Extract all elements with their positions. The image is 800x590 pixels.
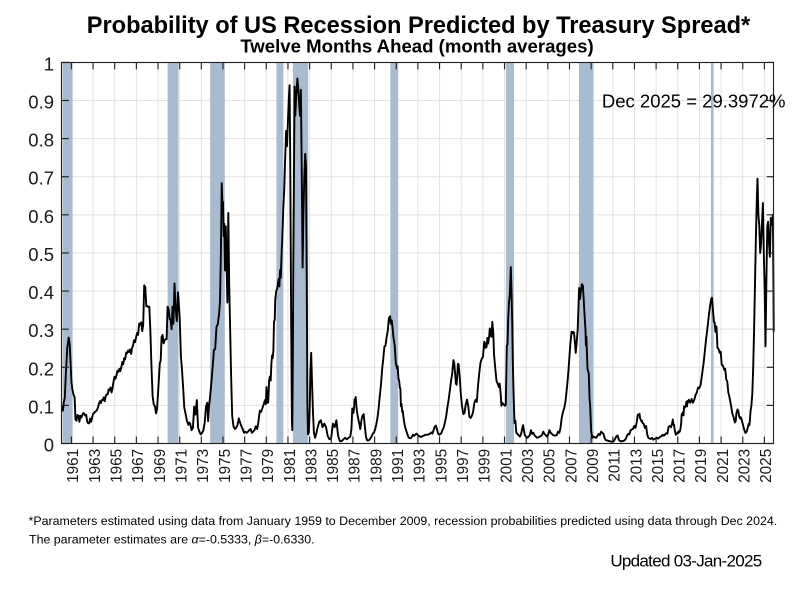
svg-text:1981: 1981 bbox=[282, 449, 299, 483]
svg-text:0.8: 0.8 bbox=[28, 130, 54, 151]
svg-text:1997: 1997 bbox=[455, 449, 472, 483]
svg-text:2003: 2003 bbox=[520, 449, 537, 483]
svg-text:0.9: 0.9 bbox=[28, 92, 54, 113]
svg-text:0.4: 0.4 bbox=[28, 282, 54, 303]
svg-text:0.3: 0.3 bbox=[28, 320, 54, 341]
svg-text:2015: 2015 bbox=[650, 449, 667, 483]
svg-text:0.7: 0.7 bbox=[28, 168, 54, 189]
svg-text:2025: 2025 bbox=[758, 449, 775, 483]
svg-text:0.6: 0.6 bbox=[28, 206, 54, 227]
svg-text:1979: 1979 bbox=[260, 449, 277, 483]
svg-text:1985: 1985 bbox=[325, 449, 342, 483]
svg-text:1961: 1961 bbox=[65, 449, 82, 483]
svg-text:2007: 2007 bbox=[563, 449, 580, 483]
svg-text:1995: 1995 bbox=[433, 449, 450, 483]
svg-text:2023: 2023 bbox=[737, 449, 754, 483]
svg-text:1971: 1971 bbox=[173, 449, 190, 483]
svg-text:2011: 2011 bbox=[607, 449, 624, 482]
svg-text:1991: 1991 bbox=[390, 449, 407, 483]
svg-text:1963: 1963 bbox=[87, 449, 104, 483]
svg-text:Updated 03-Jan-2025: Updated 03-Jan-2025 bbox=[610, 551, 761, 570]
svg-text:0.1: 0.1 bbox=[28, 396, 54, 417]
svg-text:1975: 1975 bbox=[217, 449, 234, 483]
svg-text:1965: 1965 bbox=[109, 449, 126, 483]
svg-text:Probability of US Recession Pr: Probability of US Recession Predicted by… bbox=[87, 13, 751, 39]
svg-text:2019: 2019 bbox=[693, 449, 710, 483]
svg-text:1983: 1983 bbox=[303, 449, 320, 483]
svg-text:1999: 1999 bbox=[477, 449, 494, 483]
svg-text:1977: 1977 bbox=[238, 449, 255, 483]
svg-text:The parameter estimates are α=: The parameter estimates are α=-0.5333, β… bbox=[29, 532, 315, 546]
svg-text:2017: 2017 bbox=[672, 449, 689, 483]
svg-text:2021: 2021 bbox=[715, 449, 732, 483]
svg-text:2001: 2001 bbox=[498, 449, 515, 483]
svg-text:1989: 1989 bbox=[368, 449, 385, 483]
svg-text:Twelve Months Ahead (month ave: Twelve Months Ahead (month averages) bbox=[240, 36, 593, 57]
svg-text:1973: 1973 bbox=[195, 449, 212, 483]
svg-text:2013: 2013 bbox=[628, 449, 645, 483]
svg-text:1969: 1969 bbox=[152, 449, 169, 483]
svg-text:0: 0 bbox=[44, 435, 54, 456]
svg-text:1993: 1993 bbox=[412, 449, 429, 483]
svg-text:Dec 2025 = 29.3972%: Dec 2025 = 29.3972% bbox=[602, 91, 786, 112]
svg-text:1987: 1987 bbox=[347, 449, 364, 483]
svg-text:0.5: 0.5 bbox=[28, 244, 54, 265]
svg-text:1: 1 bbox=[44, 53, 54, 74]
svg-text:1967: 1967 bbox=[130, 449, 147, 483]
svg-text:2005: 2005 bbox=[542, 449, 559, 483]
svg-text:2009: 2009 bbox=[585, 449, 602, 483]
svg-text:0.2: 0.2 bbox=[28, 358, 54, 379]
svg-text:*Parameters estimated using da: *Parameters estimated using data from Ja… bbox=[29, 514, 778, 528]
